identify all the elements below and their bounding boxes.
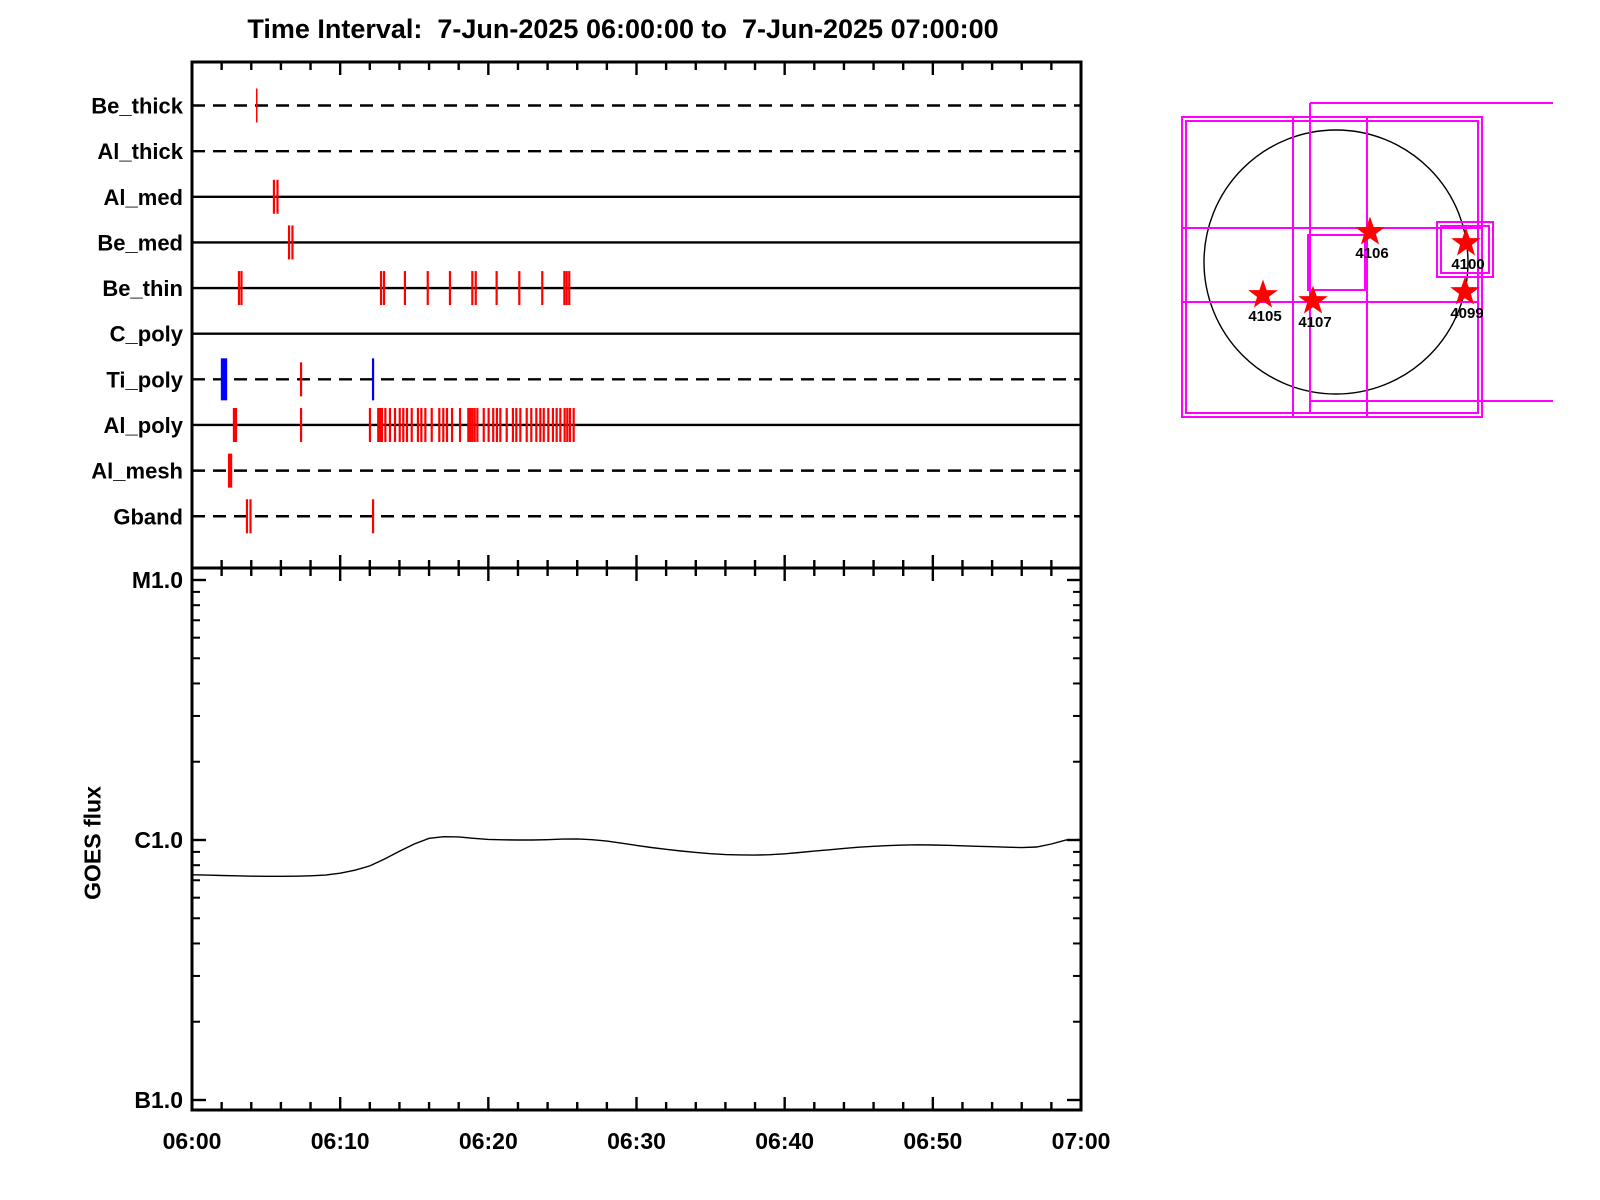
active-region-star-4107 xyxy=(1298,285,1328,314)
active-region-label-4100: 4100 xyxy=(1451,256,1484,273)
fov-box xyxy=(1440,225,1490,274)
channel-label-Ti_poly: Ti_poly xyxy=(106,367,183,392)
fov-box xyxy=(1181,116,1483,418)
active-region-star-4105 xyxy=(1248,279,1278,308)
goes-xlabel-06:20: 06:20 xyxy=(459,1128,518,1154)
goes-xlabel-06:40: 06:40 xyxy=(755,1128,814,1154)
goes-xlabel-06:00: 06:00 xyxy=(163,1128,222,1154)
active-region-label-4107: 4107 xyxy=(1298,314,1331,331)
active-region-star-4106 xyxy=(1355,216,1385,245)
channel-label-C_poly: C_poly xyxy=(110,322,184,347)
goes-ylabel-C1.0: C1.0 xyxy=(134,827,183,853)
channel-label-Be_med: Be_med xyxy=(97,230,183,255)
channel-label-Al_med: Al_med xyxy=(104,185,183,210)
figure-title: Time Interval: 7-Jun-2025 06:00:00 to 7-… xyxy=(247,14,999,44)
active-region-label-4106: 4106 xyxy=(1355,245,1388,262)
goes-xlabel-06:30: 06:30 xyxy=(607,1128,666,1154)
active-region-label-4099: 4099 xyxy=(1450,305,1483,322)
active-region-star-4100 xyxy=(1451,227,1481,256)
goes-flux-curve xyxy=(191,835,1082,877)
goes-panel-box xyxy=(190,566,1083,1112)
active-region-star-4099 xyxy=(1450,276,1480,305)
channel-label-Be_thin: Be_thin xyxy=(102,276,183,301)
channel-label-Al_thick: Al_thick xyxy=(97,139,183,164)
goes-ylabel-B1.0: B1.0 xyxy=(134,1087,183,1113)
sun-disk xyxy=(1203,129,1469,395)
goes-xlabel-06:10: 06:10 xyxy=(311,1128,370,1154)
goes-ylabel-M1.0: M1.0 xyxy=(132,567,183,593)
goes-xlabel-07:00: 07:00 xyxy=(1052,1128,1111,1154)
active-region-label-4105: 4105 xyxy=(1248,308,1281,325)
fov-box xyxy=(1185,120,1479,414)
channel-label-Al_poly: Al_poly xyxy=(104,413,184,438)
timeline-panel-box xyxy=(190,60,1083,570)
channel-label-Gband: Gband xyxy=(113,504,183,529)
channel-label-Al_mesh: Al_mesh xyxy=(91,459,183,484)
goes-xlabel-06:50: 06:50 xyxy=(903,1128,962,1154)
channel-label-Be_thick: Be_thick xyxy=(91,94,183,119)
fov-box xyxy=(1307,234,1366,291)
